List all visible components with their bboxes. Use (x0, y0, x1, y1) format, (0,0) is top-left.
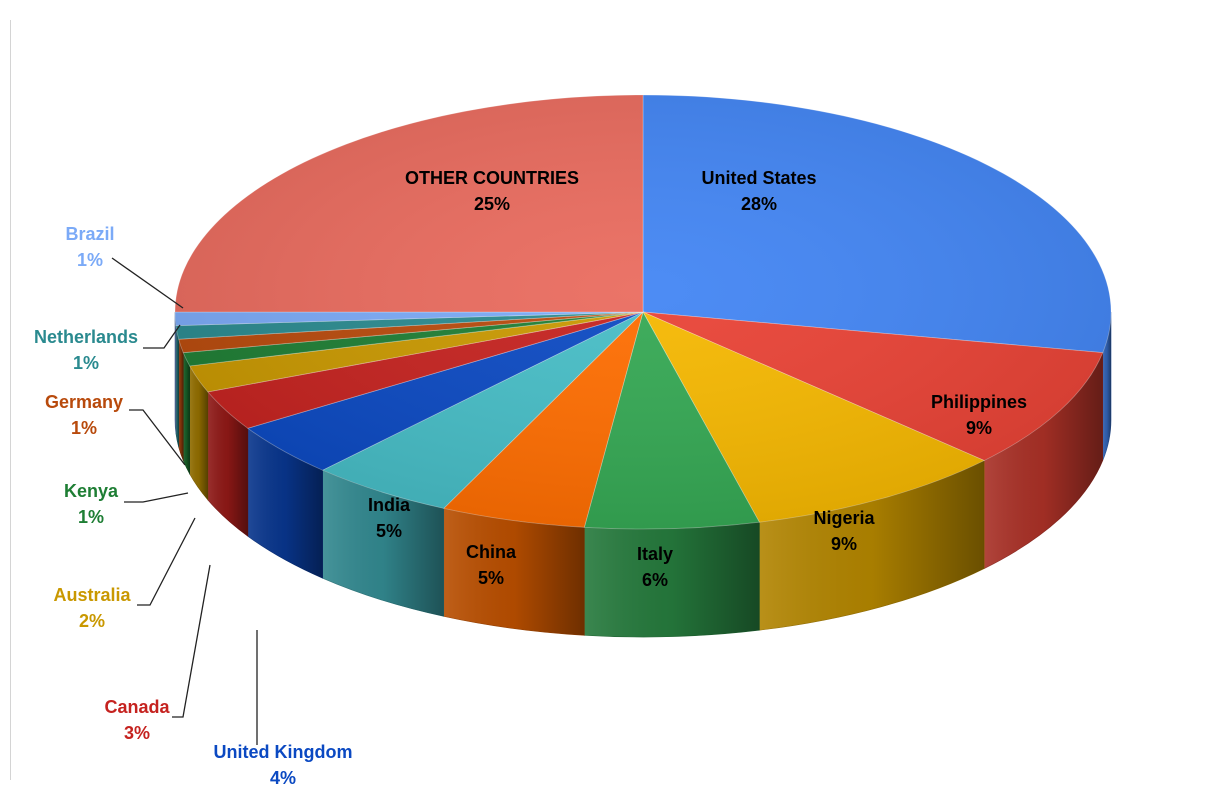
label-other-countries: OTHER COUNTRIES (405, 168, 579, 188)
label-nigeria: Nigeria (813, 508, 875, 528)
label-italy: Italy (637, 544, 673, 564)
label-china: China (466, 542, 517, 562)
pct-nigeria: 9% (831, 534, 857, 554)
leader-line-australia (137, 517, 196, 606)
leader-line-netherlands (143, 324, 181, 349)
pct-kenya: 1% (78, 507, 104, 527)
labels-layer: United States 28% Philippines 9% Nigeria 9% It… (34, 168, 1027, 787)
side-shade-india (322, 470, 444, 617)
side-shade-italy (584, 522, 760, 637)
pct-china: 5% (478, 568, 504, 588)
label-netherlands: Netherlands (34, 327, 138, 347)
label-germany: Germany (45, 392, 123, 412)
side-shade-canada (207, 391, 248, 537)
pct-netherlands: 1% (73, 353, 99, 373)
pct-australia: 2% (79, 611, 105, 631)
leader-line-kenya (124, 492, 189, 503)
pct-philippines: 9% (966, 418, 992, 438)
leader-lines-layer (111, 257, 258, 745)
slices-side-layer (174, 311, 1112, 638)
side-shade-united-kingdom (247, 428, 323, 579)
pct-united-kingdom: 4% (270, 768, 296, 787)
side-shade-kenya (183, 352, 190, 474)
leader-line-brazil (111, 257, 184, 309)
slices-top-layer (174, 94, 1112, 530)
leader-line-canada (172, 564, 211, 718)
label-philippines: Philippines (931, 392, 1027, 412)
label-australia: Australia (53, 585, 131, 605)
label-kenya: Kenya (64, 481, 119, 501)
side-shade-united-states (1102, 312, 1111, 461)
label-india: India (368, 495, 411, 515)
side-shade-nigeria (759, 460, 985, 631)
pct-canada: 3% (124, 723, 150, 743)
label-brazil: Brazil (65, 224, 114, 244)
pct-india: 5% (376, 521, 402, 541)
label-canada: Canada (104, 697, 170, 717)
pct-other-countries: 25% (474, 194, 510, 214)
side-shade-australia (189, 365, 208, 500)
side-shade-germany (178, 339, 184, 461)
top-face-shade (175, 95, 1111, 529)
side-shade-china (443, 508, 585, 636)
pct-united-states: 28% (741, 194, 777, 214)
pct-germany: 1% (71, 418, 97, 438)
label-united-kingdom: United Kingdom (214, 742, 353, 762)
side-shade-netherlands (175, 325, 179, 448)
pct-italy: 6% (642, 570, 668, 590)
pct-brazil: 1% (77, 250, 103, 270)
left-border-line (10, 20, 11, 780)
leader-line-germany (129, 409, 186, 466)
side-shade-philippines (984, 352, 1103, 569)
label-united-states: United States (701, 168, 816, 188)
side-shade-brazil (175, 312, 176, 434)
